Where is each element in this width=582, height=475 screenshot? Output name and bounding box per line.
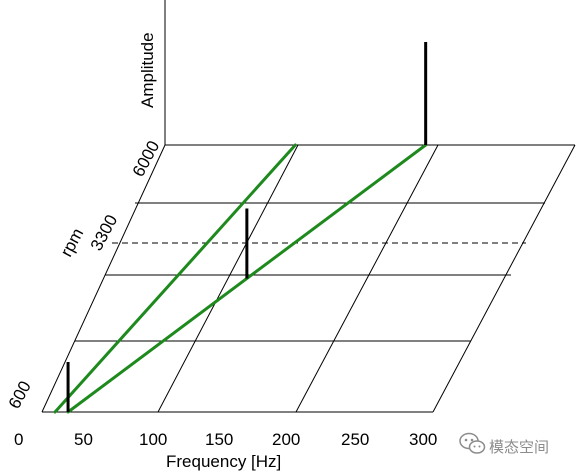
rpm-tick-label: 600 <box>5 378 35 412</box>
order-lines-group <box>53 143 428 414</box>
watermark: 模态空间 <box>459 432 549 456</box>
frequency-grid-line <box>157 144 299 413</box>
frequency-tick-label: 200 <box>272 430 300 449</box>
right-edge-line <box>432 144 576 413</box>
wechat-icon <box>459 432 486 454</box>
rpm-axis-label: rpm <box>57 225 88 260</box>
rpm-axis <box>41 144 166 413</box>
frequency-tick-label: 300 <box>409 430 437 449</box>
frequency-tick-labels: 0 50 100 150 200 250 300 <box>14 430 437 449</box>
order-line <box>53 143 297 414</box>
frequency-tick-label: 150 <box>205 430 233 449</box>
amplitude-axis-label: Amplitude <box>138 32 157 108</box>
frequency-tick-label: 0 <box>14 430 23 449</box>
rpm-tick-label: 6000 <box>129 138 164 180</box>
frequency-rpm-plane <box>41 0 576 413</box>
frequency-grid-line <box>295 144 439 413</box>
frequency-tick-label: 100 <box>139 430 167 449</box>
frequency-tick-label: 250 <box>341 430 369 449</box>
frequency-axis-label: Frequency [Hz] <box>166 452 281 471</box>
rpm-tick-label: 3300 <box>87 212 122 254</box>
amplitude-bars-group <box>66 42 428 412</box>
frequency-tick-label: 50 <box>74 430 93 449</box>
watermark-text: 模态空间 <box>489 438 549 456</box>
